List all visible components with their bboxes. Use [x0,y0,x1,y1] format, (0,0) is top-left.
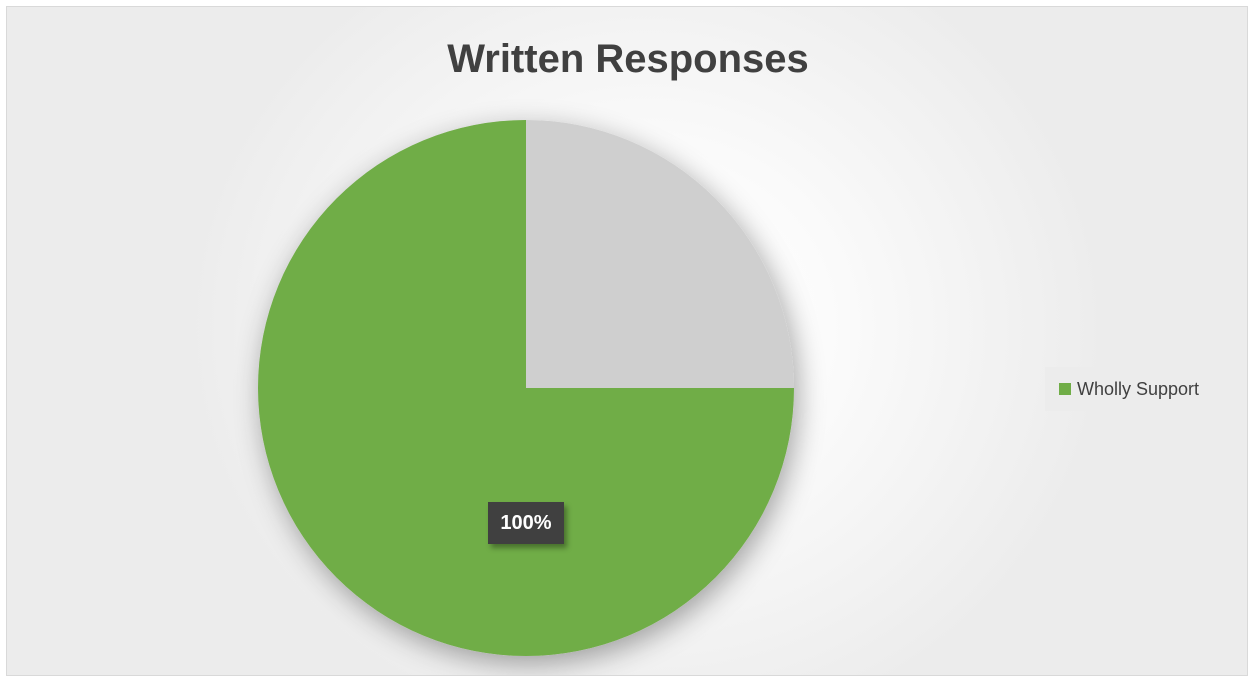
legend-swatch [1059,383,1071,395]
legend: Wholly Support [1045,367,1241,411]
legend-label-wholly-support: Wholly Support [1077,378,1200,399]
chart-title: Written Responses [447,37,809,81]
pie-slice-wholly-support [258,120,794,656]
pie-chart [258,120,794,656]
data-label-wholly-support: 100% [488,502,564,544]
chart-area: Written Responses Wholly Support 100% [6,6,1248,676]
